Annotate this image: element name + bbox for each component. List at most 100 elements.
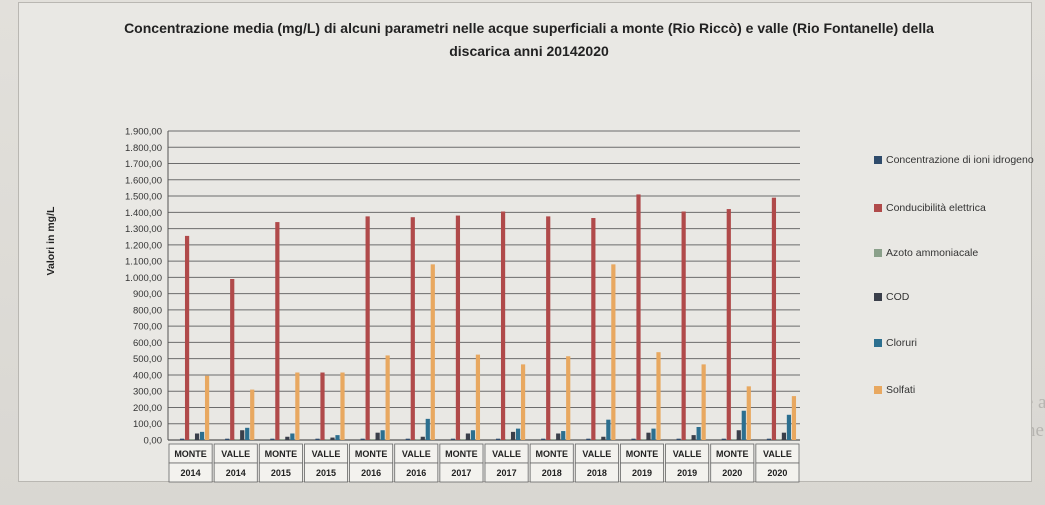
legend-swatch: [874, 293, 882, 301]
legend-swatch: [874, 156, 882, 164]
x-tick-label-site: MONTE: [265, 449, 298, 459]
x-tick-label-site: VALLE: [312, 449, 341, 459]
x-tick-label-year: 2017: [497, 468, 517, 478]
legend-label: COD: [886, 291, 910, 303]
bar-solfati: [701, 364, 706, 440]
x-tick-label-year: 2014: [226, 468, 246, 478]
bar-cod: [736, 430, 741, 440]
x-tick-label-site: VALLE: [492, 449, 521, 459]
bar-cloruri: [335, 435, 340, 440]
y-tick-label: 1.300,00: [125, 224, 162, 235]
bar-cloruri: [651, 428, 656, 440]
y-tick-label: 200,00: [133, 403, 162, 414]
bar-cloruri: [425, 418, 430, 440]
bar-conducibilit-elettrica: [365, 216, 370, 440]
x-tick-label-year: 2016: [406, 468, 426, 478]
bar-cloruri: [515, 428, 521, 440]
bar-cod: [194, 433, 200, 440]
x-year-cell: [394, 462, 439, 483]
x-tick-label-site: VALLE: [763, 449, 792, 459]
x-year-cell: [529, 462, 574, 483]
bar-solfati: [385, 355, 390, 440]
bar-solfati: [791, 396, 797, 440]
bar-conducibilit-elettrica: [184, 235, 190, 440]
x-year-cell: [213, 462, 258, 483]
bar-cod: [510, 431, 516, 440]
bar-solfati: [340, 372, 345, 440]
bar-solfati: [746, 386, 751, 440]
x-year-cell: [620, 462, 664, 483]
bar-azoto-ammoniacale: [280, 439, 285, 440]
x-year-cell: [710, 462, 755, 483]
bar-cod: [556, 433, 561, 440]
legend-label: Conducibilità elettrica: [886, 202, 986, 214]
bar-cod: [781, 432, 787, 440]
x-year-cell: [349, 462, 394, 483]
y-tick-label: 400,00: [133, 370, 162, 381]
y-tick-label: 1.900,00: [125, 127, 162, 138]
y-tick-label: 500,00: [133, 354, 162, 365]
y-tick-label: 600,00: [133, 338, 162, 349]
legend-label: Solfati: [886, 384, 916, 396]
bar-concentrazione-di-ioni-idrogeno: [315, 438, 320, 440]
y-tick-label: 1.400,00: [125, 208, 162, 219]
bar-concentrazione-di-ioni-idrogeno: [721, 438, 726, 440]
x-tick-label-year: 2019: [677, 468, 697, 478]
bar-cod: [285, 436, 290, 440]
bar-azoto-ammoniacale: [235, 439, 240, 440]
bar-azoto-ammoniacale: [460, 439, 466, 440]
x-tick-label-site: VALLE: [673, 449, 702, 459]
bar-concentrazione-di-ioni-idrogeno: [179, 438, 185, 440]
bar-cod: [601, 436, 606, 440]
x-year-cell: [439, 462, 484, 483]
x-tick-label-site: MONTE: [716, 449, 749, 459]
bar-conducibilit-elettrica: [230, 278, 235, 440]
x-year-cell: [484, 462, 529, 483]
bar-conducibilit-elettrica: [591, 218, 596, 440]
bar-azoto-ammoniacale: [641, 439, 646, 440]
bar-concentrazione-di-ioni-idrogeno: [360, 438, 365, 440]
x-tick-label-site: MONTE: [445, 449, 478, 459]
bar-cod: [420, 436, 425, 440]
y-tick-label: 800,00: [133, 305, 162, 316]
bar-azoto-ammoniacale: [776, 439, 782, 440]
bar-solfati: [250, 389, 255, 440]
x-tick-label-site: MONTE: [626, 449, 659, 459]
bar-concentrazione-di-ioni-idrogeno: [405, 438, 410, 440]
x-tick-label-site: MONTE: [355, 449, 388, 459]
bar-concentrazione-di-ioni-idrogeno: [450, 438, 456, 440]
bar-conducibilit-elettrica: [771, 197, 777, 440]
bar-concentrazione-di-ioni-idrogeno: [495, 438, 501, 440]
legend-swatch: [874, 386, 882, 394]
x-year-cell: [258, 462, 303, 483]
bar-concentrazione-di-ioni-idrogeno: [766, 438, 772, 440]
bar-conducibilit-elettrica: [500, 211, 506, 440]
x-tick-label-year: 2019: [632, 468, 652, 478]
y-tick-label: 1.100,00: [125, 257, 162, 268]
legend-swatch: [874, 339, 882, 347]
bar-solfati: [566, 356, 571, 440]
bar-conducibilit-elettrica: [275, 222, 280, 440]
x-tick-label-site: VALLE: [221, 449, 250, 459]
x-tick-label-year: 2015: [271, 468, 291, 478]
x-tick-label-year: 2018: [542, 468, 562, 478]
x-tick-label-site: VALLE: [582, 449, 611, 459]
bar-cloruri: [290, 433, 295, 440]
bar-cod: [330, 437, 335, 440]
bar-azoto-ammoniacale: [505, 439, 511, 440]
x-tick-label-year: 2016: [361, 468, 381, 478]
x-tick-label-year: 2020: [722, 468, 742, 478]
bar-concentrazione-di-ioni-idrogeno: [541, 438, 546, 440]
y-tick-label: 0,00: [144, 436, 163, 447]
bar-solfati: [430, 264, 435, 440]
bar-azoto-ammoniacale: [189, 439, 195, 440]
bar-conducibilit-elettrica: [320, 372, 325, 440]
x-tick-label-year: 2014: [181, 468, 201, 478]
bar-conducibilit-elettrica: [726, 209, 731, 440]
x-year-cell: [168, 462, 213, 483]
x-tick-label-site: VALLE: [402, 449, 431, 459]
bar-cloruri: [199, 431, 205, 440]
x-year-cell: [574, 462, 619, 483]
y-tick-label: 900,00: [133, 289, 162, 300]
x-year-cell: [665, 462, 710, 483]
